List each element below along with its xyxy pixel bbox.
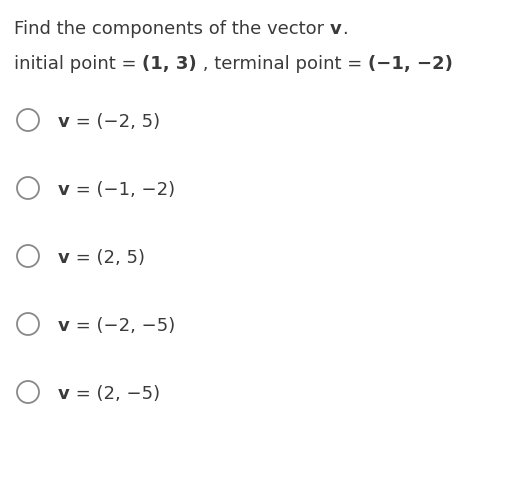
Text: v: v (58, 181, 70, 199)
Text: = (2, 5): = (2, 5) (70, 249, 145, 267)
Text: v: v (58, 113, 70, 131)
Text: = (−2, 5): = (−2, 5) (70, 113, 160, 131)
Text: v: v (58, 249, 70, 267)
Text: = (−1, −2): = (−1, −2) (70, 181, 175, 199)
Text: v: v (58, 317, 70, 335)
Text: , terminal point =: , terminal point = (197, 55, 368, 73)
Text: (1, 3): (1, 3) (142, 55, 197, 73)
Text: initial point =: initial point = (14, 55, 142, 73)
Text: (−1, −2): (−1, −2) (368, 55, 453, 73)
Text: v: v (58, 385, 70, 403)
Text: Find the components of the vector: Find the components of the vector (14, 20, 330, 38)
Text: .: . (342, 20, 347, 38)
Text: = (−2, −5): = (−2, −5) (70, 317, 175, 335)
Text: = (2, −5): = (2, −5) (70, 385, 160, 403)
Text: v: v (330, 20, 342, 38)
